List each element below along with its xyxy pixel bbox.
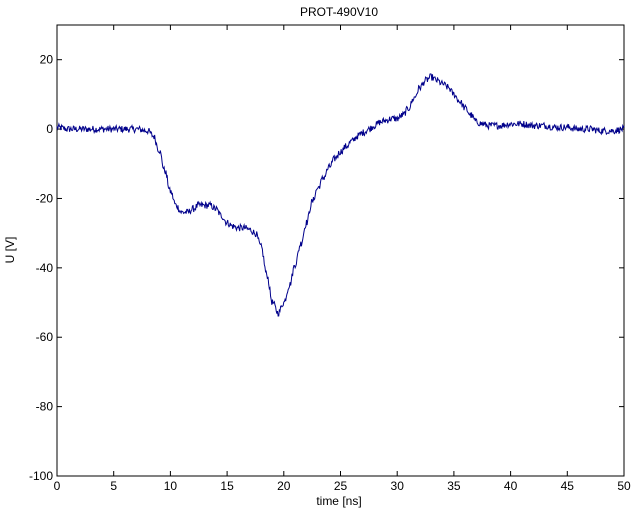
x-tick-label: 0 <box>54 479 61 493</box>
x-tick-label: 30 <box>391 479 405 493</box>
x-axis-label: time [ns] <box>316 494 361 508</box>
y-tick-label: -100 <box>29 469 53 483</box>
y-axis-label: U [V] <box>3 237 17 264</box>
y-tick-label: -80 <box>36 400 54 414</box>
y-tick-label: -60 <box>36 330 54 344</box>
y-tick-label: -40 <box>36 261 54 275</box>
y-tick-label: -20 <box>36 191 54 205</box>
x-tick-label: 10 <box>164 479 178 493</box>
y-tick-label: 0 <box>46 122 53 136</box>
x-tick-label: 15 <box>220 479 234 493</box>
x-tick-label: 40 <box>504 479 518 493</box>
chart-title: PROT-490V10 <box>300 5 378 19</box>
x-tick-label: 20 <box>277 479 291 493</box>
x-tick-label: 25 <box>334 479 348 493</box>
x-tick-label: 35 <box>447 479 461 493</box>
y-tick-label: 20 <box>40 53 54 67</box>
x-tick-label: 5 <box>110 479 117 493</box>
x-tick-label: 50 <box>617 479 631 493</box>
x-tick-label: 45 <box>561 479 575 493</box>
plot-area <box>57 25 624 476</box>
